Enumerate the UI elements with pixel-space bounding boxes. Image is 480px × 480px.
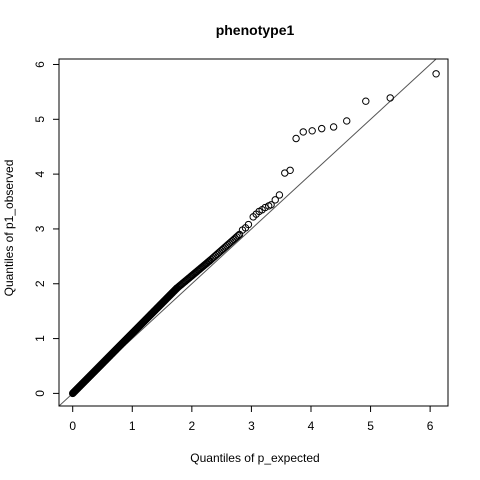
data-point	[386, 94, 394, 102]
data-point	[286, 166, 294, 174]
y-axis-label: Quantiles of p1_observed	[2, 160, 16, 297]
y-tick-label: 0	[33, 390, 47, 397]
data-point	[343, 117, 351, 125]
y-tick-label: 2	[33, 280, 47, 287]
x-tick-label: 3	[248, 419, 255, 433]
data-point	[318, 124, 326, 133]
x-tick-label: 6	[427, 419, 434, 433]
y-tick-label: 6	[33, 61, 47, 68]
x-tick-label: 5	[367, 419, 374, 433]
data-points	[69, 70, 440, 398]
x-axis-label: Quantiles of p_expected	[190, 451, 319, 465]
data-point	[267, 201, 275, 209]
data-point	[292, 134, 300, 143]
y-axis: 0 1 2 3 4 5 6	[33, 61, 59, 397]
x-tick-label: 0	[69, 419, 76, 433]
x-tick-label: 4	[308, 419, 315, 433]
chart-title: phenotype1	[216, 22, 295, 38]
data-point	[308, 127, 316, 135]
y-tick-label: 1	[33, 335, 47, 342]
data-point	[432, 70, 440, 78]
x-tick-label: 2	[189, 419, 196, 433]
data-point	[329, 123, 338, 131]
data-point	[244, 220, 253, 229]
data-point	[234, 231, 242, 240]
y-tick-label: 3	[33, 225, 47, 232]
data-point	[275, 191, 284, 199]
x-axis: 0 1 2 3 4 5 6	[69, 406, 434, 433]
data-point	[362, 97, 370, 105]
plot-frame	[58, 58, 449, 407]
y-tick-label: 4	[33, 170, 47, 177]
data-point	[261, 203, 269, 212]
y-tick-label: 5	[33, 116, 47, 123]
data-point	[299, 128, 307, 136]
data-point	[271, 196, 279, 204]
x-tick-label: 1	[129, 419, 136, 433]
